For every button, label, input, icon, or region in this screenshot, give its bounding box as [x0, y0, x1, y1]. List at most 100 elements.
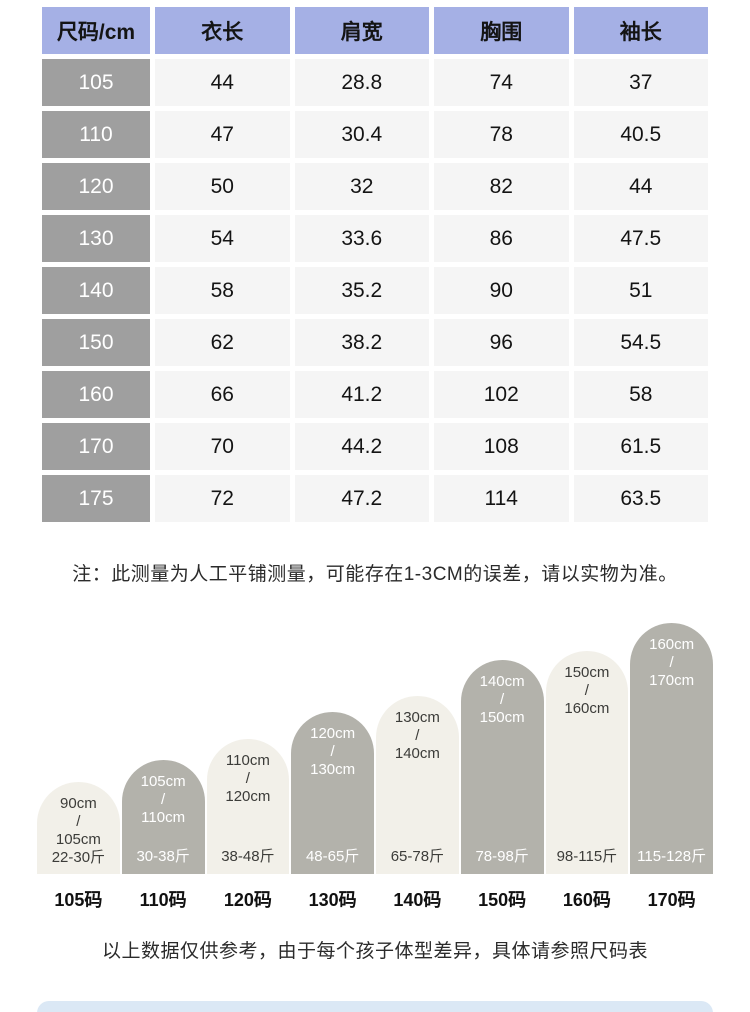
bar-height-max: 120cm [225, 788, 271, 805]
table-row: 120 50 32 82 44 [42, 163, 708, 210]
table-row: 130 54 33.6 86 47.5 [42, 215, 708, 262]
bar-height-range: 110cm / 120cm [225, 752, 270, 806]
bar-height-min: 90cm [60, 795, 97, 812]
bar-height-max: 160cm [564, 700, 610, 717]
size-cell: 110 [42, 111, 150, 158]
bar-weight-range: 30-38斤 [136, 848, 190, 865]
table-cell: 47.2 [294, 475, 429, 522]
reference-note: 以上数据仅供参考，由于每个孩子体型差异，具体请参照尺码表 [101, 941, 648, 962]
size-cell: 140 [42, 267, 150, 314]
table-cell: 30.4 [294, 111, 429, 158]
bar-height-separator: / [415, 727, 420, 744]
bar-height-range: 160cm / 170cm [649, 636, 694, 690]
bar-weight-range: 115-128斤 [637, 848, 707, 865]
chart-bar: 105cm / 110cm 30-38斤 [121, 760, 205, 874]
size-label: 120码 [223, 890, 272, 910]
table-cell: 66 [155, 371, 290, 418]
table-row: 170 70 44.2 108 61.5 [42, 423, 708, 470]
table-cell: 44 [573, 163, 708, 210]
size-cell: 170 [42, 423, 150, 470]
header-cell-chest: 胸围 [434, 7, 569, 54]
table-cell: 58 [573, 371, 708, 418]
bar-height-min: 110cm [225, 752, 270, 769]
size-label: 140码 [393, 890, 442, 910]
table-cell: 72 [155, 475, 290, 522]
table-cell: 108 [434, 423, 569, 470]
bar-height-separator: / [245, 770, 250, 787]
bar-height-min: 105cm [140, 773, 186, 790]
bar-height-separator: / [584, 682, 589, 699]
table-cell: 33.6 [294, 215, 429, 262]
table-cell: 44 [155, 59, 290, 106]
table-cell: 82 [434, 163, 569, 210]
table-row: 140 58 35.2 90 51 [42, 267, 708, 314]
table-cell: 62 [155, 319, 290, 366]
chart-bar: 160cm / 170cm 115-128斤 [630, 623, 713, 874]
table-row: 110 47 30.4 78 40.5 [42, 111, 708, 158]
table-cell: 32 [294, 163, 429, 210]
table-cell: 54 [155, 215, 290, 262]
size-label: 110码 [139, 890, 187, 910]
height-weight-chart: 90cm / 105cm 22-30斤 105cm / 110cm 30-38斤… [37, 622, 713, 874]
size-table: 尺码/cm 衣长 肩宽 胸围 袖长 105 44 28.8 74 37 110 … [37, 2, 713, 527]
table-cell: 63.5 [573, 475, 708, 522]
table-cell: 41.2 [294, 371, 429, 418]
bar-height-min: 160cm [649, 636, 695, 653]
bar-height-min: 150cm [564, 664, 610, 681]
table-cell: 78 [434, 111, 569, 158]
table-cell: 47.5 [573, 215, 708, 262]
bar-height-max: 105cm [55, 831, 101, 848]
bar-height-max: 130cm [310, 761, 356, 778]
bar-height-range: 105cm / 110cm [141, 773, 186, 827]
chart-bar: 120cm / 130cm 48-65斤 [291, 712, 374, 874]
size-label: 160码 [562, 890, 611, 910]
table-cell: 54.5 [573, 319, 708, 366]
bar-height-separator: / [161, 791, 166, 808]
table-cell: 61.5 [573, 423, 708, 470]
bar-weight-range: 98-115斤 [556, 848, 618, 865]
bar-height-max: 150cm [479, 709, 525, 726]
table-row: 175 72 47.2 114 63.5 [42, 475, 708, 522]
table-cell: 58 [155, 267, 290, 314]
bar-weight-range: 48-65斤 [305, 848, 360, 865]
chart-size-labels: 105码 110码 120码 130码 140码 150码 160码 170码 [37, 886, 713, 912]
header-cell-length: 衣长 [155, 7, 290, 54]
header-cell-shoulder: 肩宽 [294, 7, 429, 54]
bar-height-range: 120cm / 130cm [310, 725, 355, 779]
table-cell: 44.2 [294, 423, 429, 470]
bar-height-range: 140cm / 150cm [480, 673, 525, 727]
bar-height-min: 130cm [394, 709, 440, 726]
table-cell: 114 [434, 475, 569, 522]
size-label: 170码 [647, 890, 696, 910]
bar-height-range: 150cm / 160cm [564, 664, 609, 718]
bar-height-range: 130cm / 140cm [395, 709, 440, 763]
bar-weight-range: 22-30斤 [51, 849, 106, 866]
size-cell: 130 [42, 215, 150, 262]
bar-height-range: 90cm / 105cm [56, 795, 101, 849]
header-cell-sleeve: 袖长 [573, 7, 708, 54]
bar-height-min: 120cm [310, 725, 356, 742]
table-cell: 96 [434, 319, 569, 366]
table-cell: 51 [573, 267, 708, 314]
table-cell: 70 [155, 423, 290, 470]
bar-height-separator: / [500, 691, 505, 708]
measurement-note: 注：此测量为人工平铺测量，可能存在1-3CM的误差，请以实物为准。 [72, 564, 678, 585]
bar-height-max: 140cm [394, 745, 440, 762]
bar-height-max: 170cm [649, 672, 695, 689]
chart-bar: 140cm / 150cm 78-98斤 [460, 660, 544, 874]
size-cell: 175 [42, 475, 150, 522]
table-cell: 74 [434, 59, 569, 106]
table-cell: 47 [155, 111, 290, 158]
chart-bar: 130cm / 140cm 65-78斤 [376, 696, 459, 874]
table-cell: 102 [434, 371, 569, 418]
table-row: 105 44 28.8 74 37 [42, 59, 708, 106]
bar-height-min: 140cm [479, 673, 525, 690]
bar-height-separator: / [76, 813, 81, 830]
chart-bar: 90cm / 105cm 22-30斤 [37, 782, 120, 874]
bar-height-separator: / [669, 654, 674, 671]
chart-bar: 110cm / 120cm 38-48斤 [206, 739, 290, 874]
table-cell: 28.8 [294, 59, 429, 106]
table-cell: 86 [434, 215, 569, 262]
size-table-header-row: 尺码/cm 衣长 肩宽 胸围 袖长 [42, 7, 708, 54]
table-cell: 37 [573, 59, 708, 106]
